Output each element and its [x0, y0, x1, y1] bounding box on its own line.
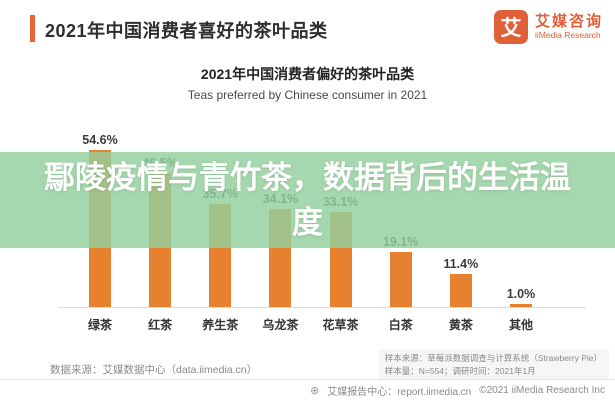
- sample-source-line: 样本来源：草莓派数据调查与计算系统（Strawberry Pie）: [384, 353, 602, 363]
- globe-icon: ⊕: [310, 384, 320, 397]
- category-label-花草茶: 花草茶: [322, 318, 359, 332]
- data-source-note: 数据来源：艾媒数据中心（data.iimedia.cn）: [50, 364, 258, 376]
- brand-name-en: iiMedia Research: [534, 29, 601, 40]
- brand-name-cn: 艾媒咨询: [534, 13, 603, 31]
- value-label: 11.4%: [443, 257, 479, 271]
- bar-column-其他: 1.0%: [491, 120, 551, 307]
- sample-info-box: 样本来源：草莓派数据调查与计算系统（Strawberry Pie） 样本量：N=…: [377, 349, 609, 382]
- header: 2021年中国消费者喜好的茶叶品类 艾 艾媒咨询 iiMedia Researc…: [0, 0, 615, 56]
- sample-size-line: 样本量：N=554；调研时间：2021年1月: [384, 366, 536, 377]
- category-label-红茶: 红茶: [148, 318, 173, 332]
- bar-column-黄茶: 11.4%: [431, 120, 491, 307]
- bottom-bar: ⊕ 艾媒报告中心：report.iimedia.cn ©2021 iiMedia…: [0, 379, 615, 400]
- value-label: 54.6%: [82, 133, 118, 147]
- value-label: 1.0%: [506, 287, 536, 301]
- category-label-绿茶: 绿茶: [87, 318, 112, 332]
- chart-title: 2021年中国消费者偏好的茶叶品类: [200, 66, 415, 82]
- bar: [509, 304, 532, 307]
- category-label-乌龙茶: 乌龙茶: [262, 318, 299, 332]
- brand-logo: 艾 艾媒咨询 iiMedia Research: [493, 10, 603, 44]
- report-center-text: 艾媒报告中心：report.iimedia.cn: [327, 386, 472, 398]
- x-axis-labels: 绿茶 红茶 养生茶 乌龙茶 花草茶 白茶 黄茶 其他: [70, 316, 551, 333]
- category-label-其他: 其他: [508, 318, 533, 332]
- page-title: 2021年中国消费者喜好的茶叶品类: [45, 21, 328, 41]
- watermark-band: 鄢陵疫情与青竹茶，数据背后的生活温度: [0, 152, 615, 248]
- copyright-text: ©2021 iiMedia Research Inc: [479, 384, 605, 396]
- accent-bar: [30, 15, 35, 42]
- category-label-黄茶: 黄茶: [448, 318, 473, 332]
- brand-logo-text: 艾媒咨询 iiMedia Research: [535, 13, 603, 40]
- bar: [389, 252, 412, 307]
- brand-logo-icon: 艾: [493, 10, 528, 44]
- chart-subtitle: Teas preferred by Chinese consumer in 20…: [187, 88, 428, 102]
- category-label-养生茶: 养生茶: [202, 318, 239, 332]
- x-axis-line: [58, 307, 586, 308]
- watermark-text: 鄢陵疫情与青竹茶，数据背后的生活温度: [44, 159, 571, 240]
- category-label-白茶: 白茶: [388, 318, 413, 332]
- bar: [449, 274, 472, 307]
